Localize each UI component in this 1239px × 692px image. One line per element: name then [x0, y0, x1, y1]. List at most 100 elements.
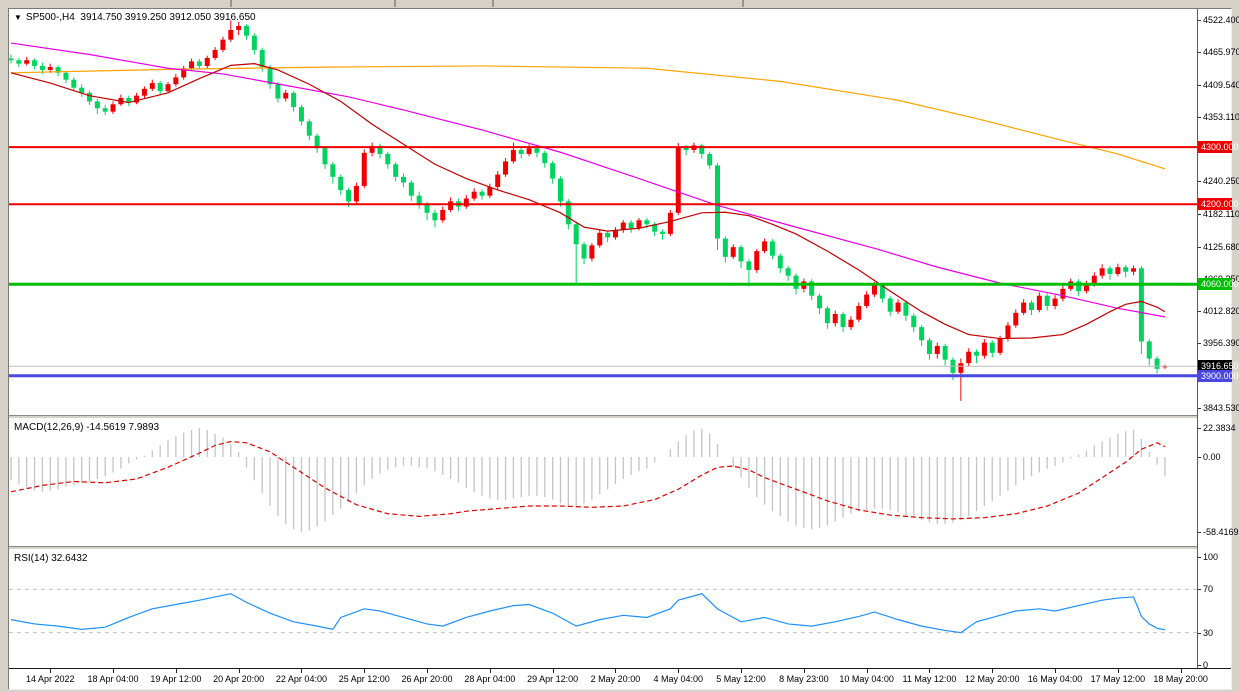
- time-tick: [678, 669, 680, 673]
- candle: [597, 232, 603, 246]
- candle: [958, 363, 964, 373]
- time-tick: [866, 669, 868, 673]
- candle: [738, 247, 744, 262]
- time-axis-label: 26 Apr 20:00: [401, 674, 453, 684]
- candle: [518, 149, 524, 154]
- candle: [793, 275, 799, 289]
- candle: [94, 101, 100, 109]
- rsi-chart-canvas[interactable]: [9, 550, 1197, 668]
- candle: [840, 313, 846, 328]
- candle: [1123, 267, 1129, 272]
- candle: [298, 107, 304, 122]
- candle: [1060, 288, 1066, 299]
- time-axis-label: 20 Apr 20:00: [213, 674, 265, 684]
- quote-ohlc-label: 3914.750 3919.250 3912.050 3916.650: [80, 12, 256, 23]
- candle: [353, 185, 359, 202]
- axis-tick: [1198, 532, 1201, 534]
- time-tick: [741, 669, 743, 673]
- candle: [1036, 295, 1042, 310]
- axis-tick-label: 3843.530: [1203, 402, 1239, 413]
- candle: [636, 220, 642, 229]
- candle: [196, 61, 202, 66]
- axis-tick: [1198, 214, 1201, 216]
- candle: [1162, 366, 1168, 368]
- candle: [573, 224, 579, 245]
- axis-tick-label: 4125.680: [1203, 241, 1239, 252]
- candle: [1083, 284, 1089, 292]
- macd-pane[interactable]: MACD(12,26,9) -14.5619 7.9893: [9, 419, 1197, 546]
- candle: [542, 152, 548, 164]
- candle: [251, 35, 257, 50]
- candle: [102, 108, 108, 112]
- toolbar-separator: [394, 0, 396, 7]
- price-axis[interactable]: 4522.400 4465.970 4409.540 4353.110 4240.250…: [1197, 9, 1239, 670]
- candle: [1138, 268, 1144, 342]
- candle: [997, 338, 1003, 353]
- rsi-pane[interactable]: RSI(14) 32.6432: [9, 550, 1197, 668]
- candle: [487, 187, 493, 196]
- axis-tick: [1198, 181, 1201, 183]
- collapse-arrow-icon[interactable]: ▼: [14, 13, 22, 22]
- time-tick: [1055, 669, 1057, 673]
- time-tick: [175, 669, 177, 673]
- candle: [769, 241, 775, 256]
- candle: [16, 60, 22, 64]
- candle: [1052, 298, 1058, 306]
- candle: [244, 25, 249, 36]
- candle: [558, 178, 563, 202]
- toolbar-separator: [742, 0, 744, 7]
- candle: [259, 49, 265, 68]
- ma-slow-orange: [10, 65, 1166, 170]
- time-tick: [113, 669, 115, 673]
- candle: [620, 222, 626, 230]
- candle: [856, 305, 862, 320]
- toolbar-separator: [230, 0, 232, 7]
- time-axis[interactable]: 14 Apr 2022 18 Apr 04:00 19 Apr 12:00 20 Ap…: [9, 669, 1231, 688]
- candle: [24, 60, 30, 64]
- candle: [181, 68, 187, 78]
- price-pane[interactable]: ▼ SP500-,H4 3914.750 3919.250 3912.050 39…: [9, 9, 1197, 415]
- candle: [416, 195, 422, 205]
- axis-tick-label: 4012.820: [1203, 306, 1239, 317]
- rsi-pane-title: RSI(14) 32.6432: [14, 553, 88, 564]
- candle: [911, 315, 917, 328]
- candle: [63, 72, 69, 80]
- candle: [369, 145, 375, 153]
- candle: [134, 95, 140, 103]
- time-tick: [301, 669, 303, 673]
- axis-tick-label: -58.4169: [1203, 527, 1239, 538]
- symbol-period-label: SP500-,H4: [25, 12, 75, 23]
- candle: [479, 191, 485, 196]
- candle: [385, 153, 391, 165]
- pane-splitter[interactable]: [9, 546, 1231, 550]
- candle: [746, 261, 752, 270]
- time-axis-label: 5 May 12:00: [716, 674, 766, 684]
- time-axis-label: 8 May 23:00: [779, 674, 829, 684]
- pane-splitter[interactable]: [9, 415, 1231, 419]
- candle: [377, 145, 383, 154]
- axis-tick: [1198, 246, 1201, 248]
- candle: [872, 285, 877, 295]
- candle: [1076, 281, 1082, 292]
- candle: [346, 189, 352, 202]
- axis-tick: [1198, 428, 1201, 430]
- candle: [361, 152, 367, 186]
- candle: [440, 209, 446, 221]
- axis-tick-label: 22.3834: [1203, 423, 1236, 434]
- price-chart-canvas[interactable]: [9, 9, 1197, 415]
- price-badge: 3900.000: [1198, 369, 1239, 382]
- axis-tick: [1198, 457, 1201, 458]
- candle: [989, 342, 995, 353]
- candle: [9, 58, 14, 61]
- candle: [330, 164, 336, 177]
- macd-chart-canvas[interactable]: [9, 419, 1197, 546]
- candle: [283, 92, 289, 99]
- chart-panel: ▼ SP500-,H4 3914.750 3919.250 3912.050 39…: [8, 8, 1239, 690]
- candle: [495, 174, 501, 188]
- candle: [612, 229, 618, 238]
- time-axis-label: 18 Apr 04:00: [87, 674, 139, 684]
- candle: [165, 84, 171, 92]
- candle: [173, 77, 179, 85]
- candle: [236, 25, 242, 30]
- candle: [1154, 358, 1160, 369]
